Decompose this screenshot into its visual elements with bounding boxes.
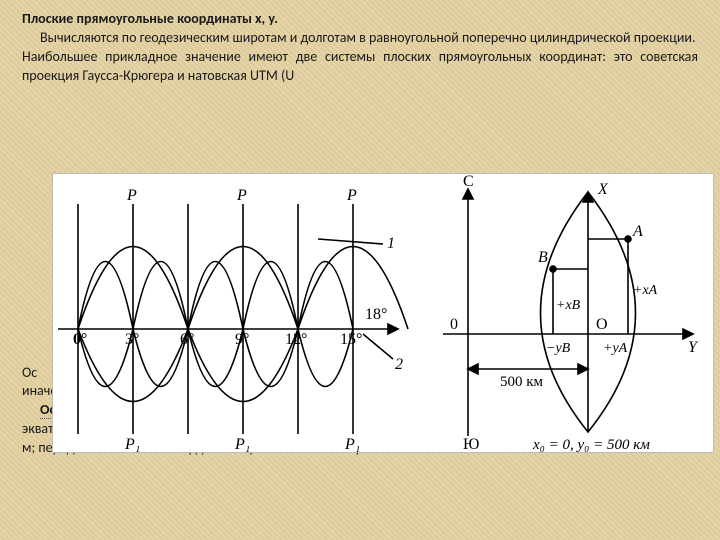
diagram-container: 0° 3° 6° 9° 12° 15° 18° P P P P₁ P₁ P₁ 1…: [52, 173, 714, 453]
deg-6: 6°: [180, 331, 194, 348]
deg-15: 15°: [340, 331, 362, 348]
ann-1: 1: [387, 235, 395, 252]
label-B: B: [538, 249, 548, 266]
p-top-3: P: [346, 187, 357, 204]
label-O: О: [596, 316, 608, 333]
p-bot-2: P₁: [234, 436, 250, 452]
p-top-2: P: [236, 187, 247, 204]
label-Yu: Ю: [463, 436, 479, 452]
deg-12: 12°: [285, 331, 307, 348]
body-start: Наибольшее прикладное значение имеют две…: [22, 48, 698, 84]
p-top-1: P: [126, 187, 137, 204]
label-xB: +xB: [556, 298, 581, 313]
label-zero: 0: [450, 316, 458, 333]
label-xA: +xA: [633, 283, 658, 298]
p-bot-3: P₁: [344, 436, 360, 452]
label-C: С: [463, 174, 474, 190]
label-A: A: [632, 223, 643, 240]
label-yA: +yA: [603, 341, 628, 356]
deg-9: 9°: [235, 331, 249, 348]
deg-3: 3°: [125, 331, 139, 348]
title: Плоские прямоугольные координаты x, y.: [22, 10, 278, 27]
label-X: X: [597, 181, 609, 198]
label-500km: 500 км: [500, 374, 544, 390]
deg-0: 0°: [73, 331, 87, 348]
label-axis0: x₀ = 0, y₀ = 500 км: [532, 437, 650, 452]
label-Y: Y: [688, 339, 699, 356]
p-bot-1: P₁: [124, 436, 140, 452]
frag-os: Ос: [22, 364, 37, 381]
label-yB: −yB: [546, 341, 571, 356]
ann-2: 2: [395, 356, 403, 373]
intro: Вычисляются по геодезическим широтам и д…: [40, 29, 696, 46]
deg-18: 18°: [365, 306, 387, 323]
